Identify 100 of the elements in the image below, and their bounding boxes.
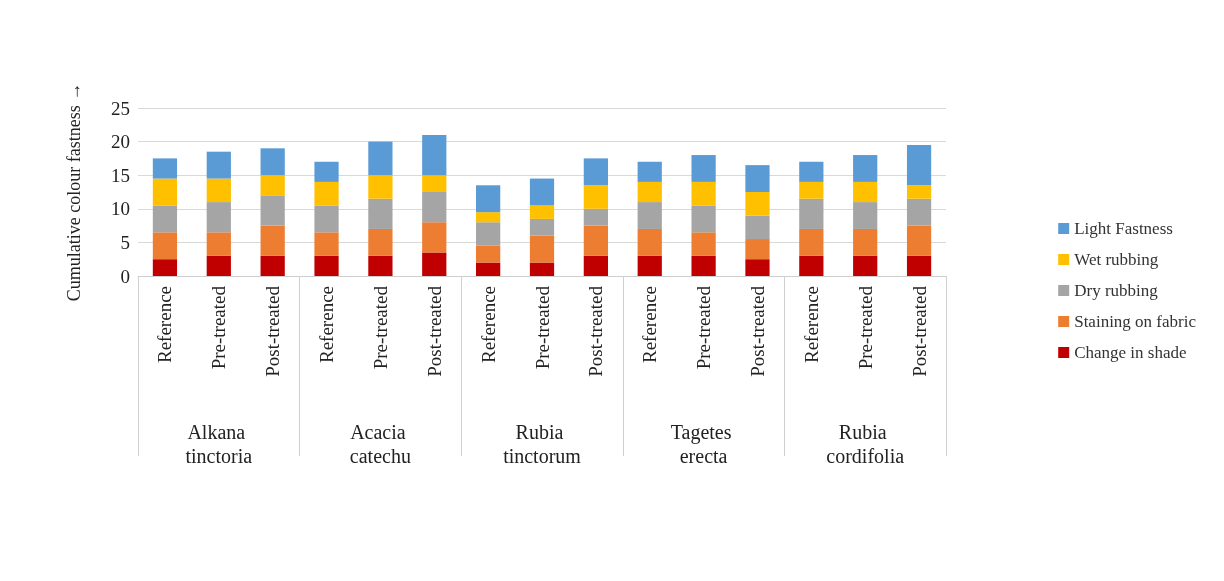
bar — [853, 202, 878, 229]
bar — [583, 225, 608, 256]
bar — [853, 228, 878, 256]
bar — [422, 192, 447, 223]
bar — [422, 175, 447, 192]
bar — [206, 232, 231, 256]
bar — [314, 232, 339, 256]
legend-label: Change in shade — [1074, 343, 1187, 362]
bar — [476, 262, 501, 276]
bar — [206, 202, 231, 233]
bar — [853, 155, 878, 182]
x-tick-label: Pre-treated — [208, 285, 230, 370]
bar — [529, 235, 555, 263]
legend-label: Light Fastness — [1074, 219, 1173, 238]
bar — [745, 239, 770, 260]
bar — [422, 252, 447, 276]
bar — [314, 161, 339, 182]
bar — [368, 175, 393, 199]
bar — [637, 161, 662, 182]
bar — [152, 259, 178, 276]
text: Tagetes erecta — [670, 421, 737, 467]
bar — [476, 212, 501, 223]
bar — [152, 158, 178, 179]
bar — [637, 255, 662, 276]
bar — [368, 228, 393, 256]
legend-label: Wet rubbing — [1074, 250, 1159, 269]
bar — [314, 205, 339, 233]
bar — [691, 155, 716, 182]
bar — [476, 222, 501, 246]
y-tick-label: 0 — [120, 265, 130, 287]
x-tick-label: Pre-treated — [531, 285, 553, 370]
bar — [906, 185, 932, 199]
bar — [691, 205, 716, 233]
bar — [260, 175, 285, 196]
legend-label: Dry rubbing — [1074, 281, 1159, 300]
x-tick-label: Pre-treated — [369, 285, 391, 370]
x-tick-label: Post-treated — [423, 285, 445, 377]
bar — [422, 222, 447, 253]
bar — [745, 259, 770, 276]
bar — [368, 255, 393, 276]
x-tick-label: Pre-treated — [854, 285, 876, 370]
bar — [745, 192, 770, 216]
bar — [691, 255, 716, 276]
bar — [906, 198, 932, 226]
bar — [583, 255, 608, 276]
bar — [422, 134, 447, 176]
legend-label: Staining on fabric — [1074, 312, 1197, 331]
bar — [799, 255, 824, 276]
x-tick-label: Post-treated — [262, 285, 284, 377]
bar — [799, 161, 824, 182]
y-tick-label: 25 — [111, 97, 130, 119]
bar — [853, 255, 878, 276]
x-tick-label: Reference — [477, 286, 499, 363]
x-tick-label: Post-treated — [908, 285, 930, 377]
bar — [260, 148, 285, 176]
bar — [906, 144, 932, 186]
y-tick-label: 5 — [120, 231, 130, 253]
y-tick-label: 10 — [111, 198, 130, 220]
bar — [745, 165, 770, 192]
bar — [529, 205, 555, 219]
bar — [476, 245, 501, 263]
bar — [476, 185, 501, 213]
bar — [152, 178, 178, 206]
x-tick-label: Reference — [154, 286, 176, 363]
bar — [691, 232, 716, 256]
bar — [260, 195, 285, 226]
bar — [152, 232, 178, 260]
bar — [799, 198, 824, 229]
bar — [637, 181, 662, 203]
bar — [529, 262, 555, 276]
bar — [529, 178, 555, 206]
bar — [206, 255, 231, 276]
x-tick-label: Reference — [316, 286, 338, 363]
bar — [529, 218, 555, 236]
bar — [637, 228, 662, 256]
bar — [314, 181, 339, 206]
bar — [260, 225, 285, 256]
x-tick-label: Reference — [800, 286, 822, 363]
bar — [206, 178, 231, 203]
bar — [206, 151, 231, 179]
bar — [745, 215, 770, 240]
bar — [799, 181, 824, 199]
bar — [906, 225, 932, 256]
bar — [799, 228, 824, 256]
bar — [314, 255, 339, 276]
bar — [906, 255, 932, 276]
x-tick-label: Reference — [639, 286, 661, 363]
bar — [853, 181, 878, 203]
y-tick-label: 20 — [111, 131, 130, 153]
bar — [368, 198, 393, 229]
text: Rubia tinctorum — [503, 421, 582, 467]
bar — [583, 185, 608, 209]
text: Alkana tinctoria — [185, 421, 253, 467]
bar — [368, 141, 393, 176]
y-axis-title: Cumulative colour fastness → — [64, 82, 84, 302]
x-tick-label: Pre-treated — [693, 285, 715, 370]
x-tick-label: Post-treated — [585, 285, 607, 377]
y-tick-label: 15 — [111, 164, 130, 186]
bar — [691, 181, 716, 206]
bar — [637, 202, 662, 229]
